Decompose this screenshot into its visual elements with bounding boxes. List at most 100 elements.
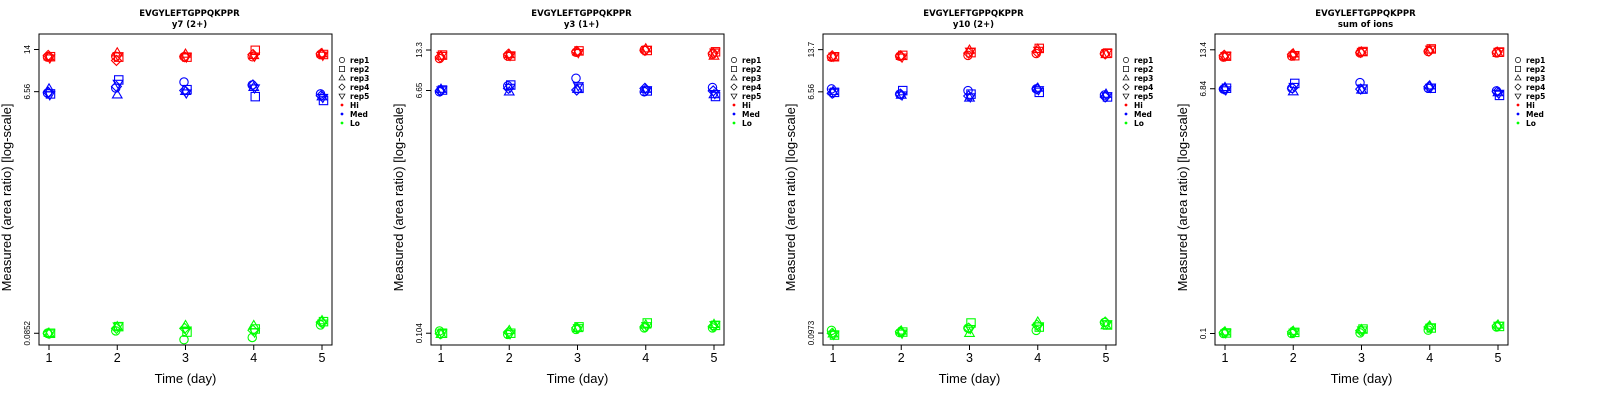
x-tick-label: 4 [250, 351, 257, 365]
data-point-med-rep1 [571, 73, 581, 84]
legend-symbol [730, 74, 738, 81]
data-point-lo-rep4 [110, 322, 123, 335]
legend-marker-icon [338, 83, 346, 91]
legend-symbol [731, 66, 737, 72]
legend-marker-icon [1123, 66, 1129, 72]
chart-subtitle: y7 (2+) [172, 20, 207, 30]
legend-symbol [338, 83, 346, 91]
legend-symbol [1515, 66, 1521, 72]
y-tick-label: 0.104 [415, 323, 424, 344]
data-point-hi-rep5 [180, 53, 193, 64]
legend-symbol [339, 66, 345, 72]
legend-marker-icon [1122, 83, 1130, 91]
legend-marker-icon [730, 83, 738, 91]
data-point-hi-rep5 [1356, 47, 1369, 58]
legend-marker-icon [1514, 74, 1522, 81]
y-tick-label: 13.7 [807, 41, 816, 57]
legend-dot-icon [732, 103, 736, 107]
data-point-hi-rep4 [826, 50, 838, 62]
y-tick-label: 6.65 [415, 82, 424, 98]
legend-marker-icon [1122, 74, 1130, 81]
data-point-lo-rep5 [709, 321, 721, 331]
legend-symbol [338, 93, 346, 100]
data-point-hi-rep5 [1101, 48, 1113, 59]
data-point-lo-rep5 [1356, 326, 1369, 337]
data-point-med-rep2 [318, 95, 329, 106]
legend-dot-icon [732, 112, 736, 116]
legend-dot-icon [1124, 103, 1128, 107]
data-point-med-rep5 [248, 84, 261, 95]
legend-symbol [1514, 74, 1522, 81]
data-point-med-rep5 [317, 93, 329, 104]
legend-dot-icon [1124, 112, 1128, 116]
legend-label: rep2 [1526, 65, 1545, 74]
legend-label: rep4 [742, 83, 761, 92]
data-point-lo-rep5 [436, 329, 448, 340]
legend-label: Lo [1134, 119, 1144, 128]
data-point-med-rep5 [1356, 84, 1369, 95]
data-point-lo-rep5 [180, 326, 193, 337]
plot-frame [1214, 33, 1509, 346]
legend-label: rep1 [1134, 56, 1153, 65]
legend-symbol [339, 57, 345, 63]
legend-label: rep3 [350, 74, 369, 83]
chart-title: EVGYLEFTGPPQKPPR [923, 9, 1024, 19]
data-point-hi-rep5 [964, 47, 977, 58]
legend-label: rep1 [1526, 56, 1545, 65]
legend-label: Med [350, 110, 368, 119]
legend-symbol [730, 83, 738, 91]
y-axis-label: Measured (area ratio) [log-scale] [1175, 104, 1190, 292]
data-point-med-rep4 [434, 85, 446, 97]
data-point-med-rep5 [896, 91, 908, 102]
x-tick-label: 4 [1426, 351, 1433, 365]
chart-title: EVGYLEFTGPPQKPPR [1315, 9, 1416, 19]
legend-dot-icon [1124, 121, 1128, 125]
legend-label: Hi [742, 101, 751, 110]
legend-label: rep5 [350, 92, 369, 101]
legend-label: rep1 [350, 56, 369, 65]
data-point-lo-rep5 [1220, 329, 1232, 340]
data-point-hi-rep5 [828, 52, 840, 63]
legend-label: rep5 [742, 92, 761, 101]
legend-symbol [1514, 93, 1522, 100]
data-point-lo-rep5 [572, 324, 585, 334]
data-point-med-rep5 [1493, 89, 1505, 100]
legend-label: rep4 [1134, 83, 1153, 92]
legend-label: Hi [1134, 101, 1143, 110]
data-point-med-rep5 [1288, 82, 1300, 93]
y-tick-label: 6.56 [807, 83, 816, 99]
legend-label: Med [1526, 110, 1544, 119]
data-point-hi-rep4 [1354, 46, 1367, 59]
data-point-lo-rep5 [896, 329, 908, 340]
chart-title: EVGYLEFTGPPQKPPR [139, 9, 240, 19]
x-axis-label: Time (day) [1331, 371, 1393, 386]
data-point-hi-rep5 [1032, 46, 1045, 57]
legend-marker-icon [731, 57, 737, 63]
data-point-lo-rep4 [707, 320, 719, 333]
data-point-med-rep5 [180, 89, 193, 100]
legend-label: Lo [742, 119, 752, 128]
legend-dot-icon [340, 112, 344, 116]
data-point-lo-rep5 [1424, 323, 1437, 334]
data-point-hi-rep5 [1424, 45, 1437, 56]
data-point-med-rep5 [44, 91, 56, 101]
legend-symbol [338, 74, 346, 81]
data-point-lo-rep5 [1032, 322, 1045, 333]
data-point-med-rep3 [111, 88, 124, 99]
data-point-lo-rep5 [1493, 321, 1505, 332]
x-tick-label: 3 [1358, 351, 1365, 365]
x-tick-label: 2 [898, 351, 905, 365]
data-point-lo-rep5 [317, 319, 329, 330]
x-tick-label: 5 [319, 351, 326, 365]
legend-symbol [1123, 57, 1129, 63]
legend-label: rep5 [1526, 92, 1545, 101]
data-point-lo-rep5 [828, 330, 840, 341]
data-point-lo-rep4 [639, 321, 651, 333]
legend-label: Hi [350, 101, 359, 110]
legend-label: Lo [350, 119, 360, 128]
data-point-hi-rep5 [112, 52, 124, 62]
data-point-hi-rep4 [639, 44, 651, 57]
legend-label: rep2 [350, 65, 369, 74]
